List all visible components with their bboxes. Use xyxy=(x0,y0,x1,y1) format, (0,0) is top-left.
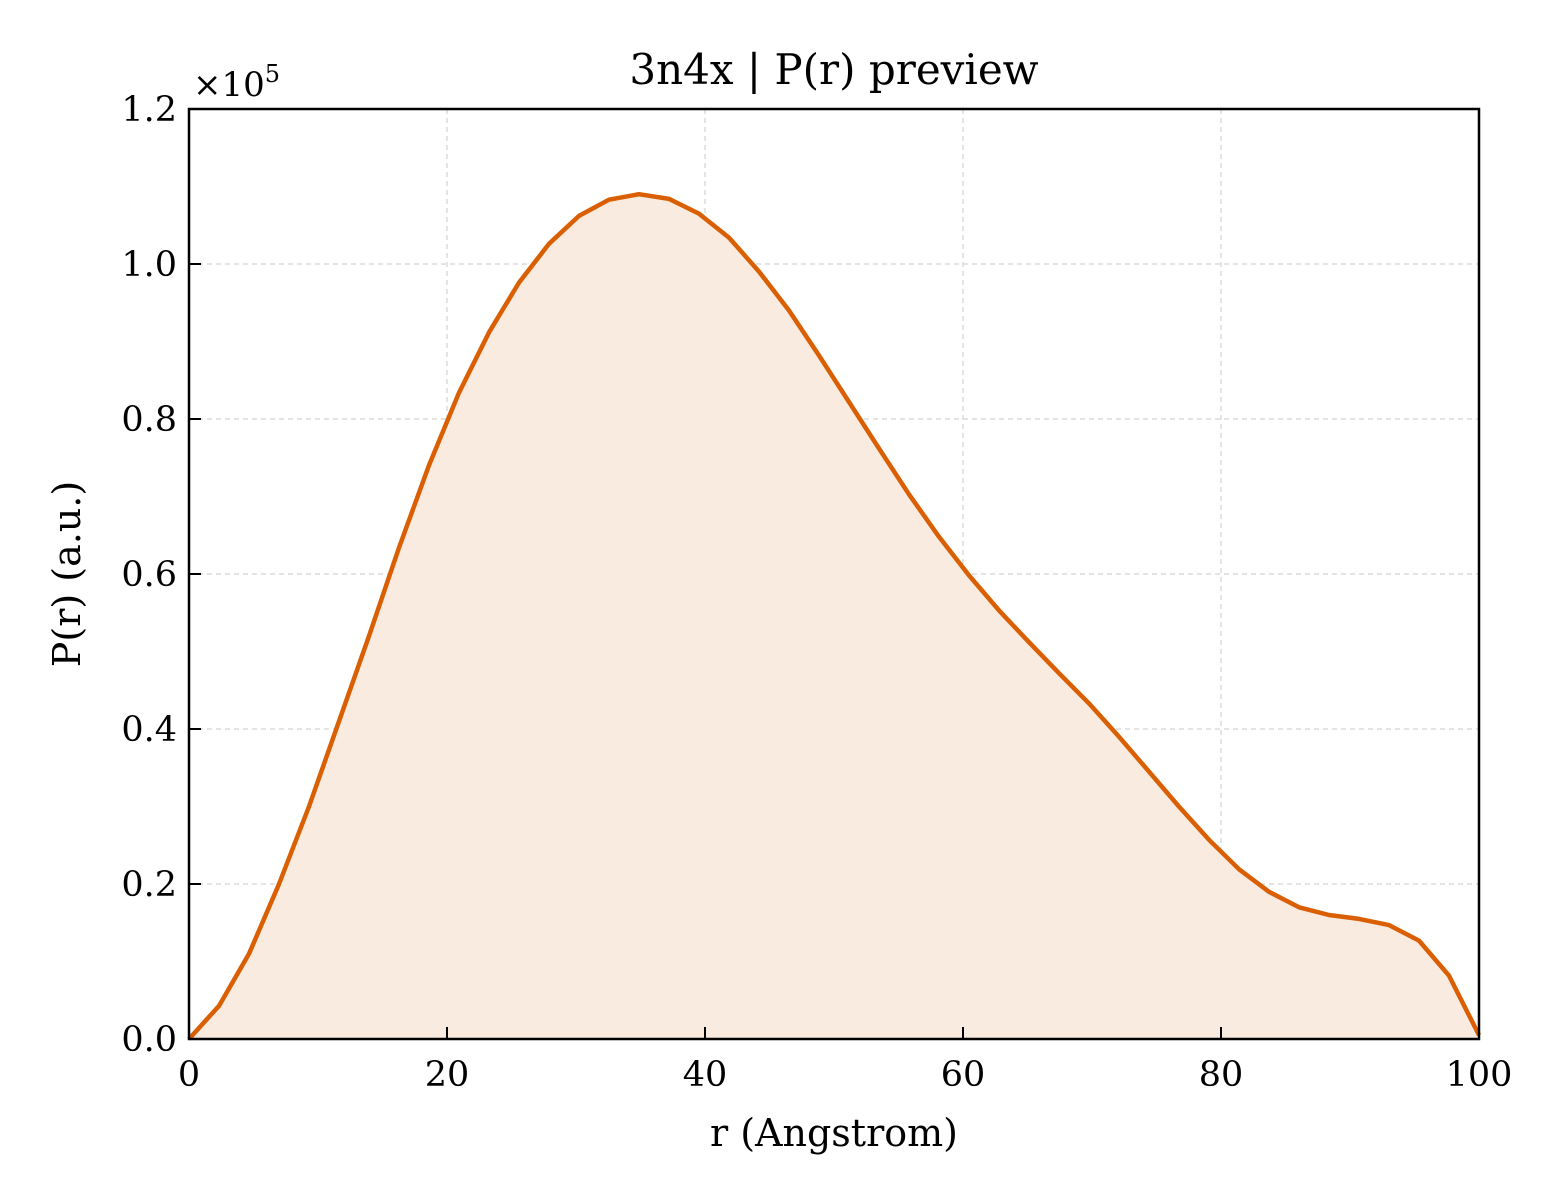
x-tick-label: 0 xyxy=(178,1055,200,1095)
y-tick-label: 1.2 xyxy=(121,90,177,130)
y-axis-multiplier: ×105 xyxy=(193,60,280,105)
axis-ticks: 0 20 40 60 80 100 0.0 0.2 0.4 0.6 0.8 1.0 1.2 xyxy=(121,90,1512,1095)
x-tick-label: 80 xyxy=(1199,1055,1244,1095)
x-tick-label: 20 xyxy=(425,1055,470,1095)
x-tick-label: 60 xyxy=(941,1055,986,1095)
y-tick-label: 0.4 xyxy=(121,710,177,750)
y-axis-title: P(r) (a.u.) xyxy=(45,481,89,667)
x-axis-title: r (Angstrom) xyxy=(710,1111,958,1155)
y-axis-multiplier-exponent: 5 xyxy=(265,60,280,88)
y-tick-label: 0.0 xyxy=(121,1020,177,1060)
x-tick-label: 100 xyxy=(1446,1055,1513,1095)
pr-area-fill xyxy=(189,194,1479,1039)
y-axis-multiplier-base: ×10 xyxy=(193,65,265,105)
y-tick-label: 0.2 xyxy=(121,865,177,905)
y-tick-label: 0.6 xyxy=(121,555,177,595)
y-tick-label: 1.0 xyxy=(121,245,177,285)
pr-series-line xyxy=(187,191,1482,1041)
y-tick-label: 0.8 xyxy=(121,400,177,440)
x-tick-label: 40 xyxy=(683,1055,728,1095)
chart-title: 3n4x | P(r) preview xyxy=(629,45,1038,94)
